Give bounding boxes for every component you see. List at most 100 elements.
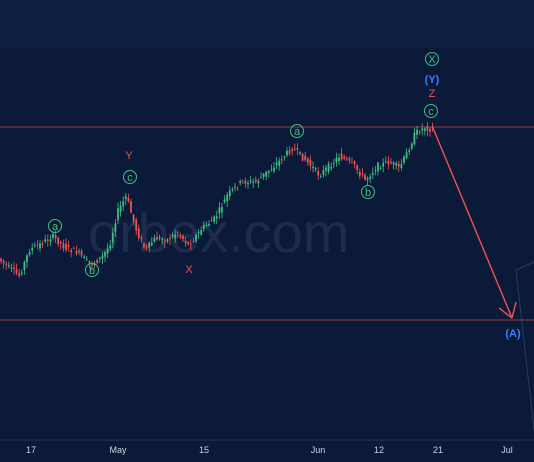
candle [200,226,203,236]
candle [114,219,117,237]
candle [0,257,2,264]
candle [299,150,301,156]
candle [101,252,104,265]
candle [184,236,187,247]
candle [169,233,171,246]
candle [257,178,260,188]
candle [221,203,223,218]
candle [413,127,416,146]
candle [137,224,140,241]
candle [379,165,382,170]
candle [223,195,226,204]
candle [403,154,405,165]
candle [31,243,34,255]
candle [67,240,70,252]
candle [96,258,99,265]
candle [288,146,291,156]
candle [179,232,182,239]
candle [145,243,148,251]
candle [5,261,8,270]
candle [91,261,93,272]
candle [306,156,309,166]
candle [13,261,15,275]
candle [41,240,44,249]
candle [148,241,151,253]
candle [10,263,13,272]
candle [312,161,314,173]
candle [317,167,320,181]
candle [335,152,338,167]
candle [332,159,335,169]
candle [325,165,327,177]
candle [260,172,262,179]
candle [314,166,317,172]
candle [213,215,216,225]
candle [161,236,164,245]
candle [353,160,356,169]
candle [106,243,109,258]
wave-label: X [425,52,439,66]
candle [319,173,322,179]
candle [75,245,78,256]
candle [20,269,23,277]
candle [254,176,257,184]
candle [130,198,132,214]
candle [397,160,400,173]
candle [291,147,294,156]
candle [236,186,239,191]
candle [132,213,135,225]
candle [234,183,236,192]
candle [348,156,351,164]
candle [278,157,281,171]
edge-trendline-2 [515,261,534,271]
candle [171,232,174,239]
wave-label-text: (A) [505,328,521,340]
candle [270,164,273,172]
candle [247,180,249,190]
candle [392,160,395,170]
candle [111,227,114,249]
candle [382,158,385,173]
wave-label-text: a [52,221,59,233]
candle [244,177,247,188]
candle [192,237,195,244]
candle [85,255,88,262]
candle [140,234,143,243]
candle [384,156,387,164]
candle [228,186,231,201]
candle [7,261,10,269]
candle [80,248,83,258]
candle [304,151,307,162]
x-tick-label: 12 [374,445,384,455]
x-tick-label: 17 [26,445,36,455]
candle [327,161,330,175]
wave-label-text: c [127,172,133,184]
candle [156,231,158,241]
candle [249,175,252,185]
candle [18,268,21,279]
candle [231,187,234,193]
candle [46,234,49,247]
candle [387,155,390,170]
candle [122,195,125,211]
candle [421,123,424,136]
candle [176,230,179,238]
candle [197,228,200,239]
candle [361,168,364,178]
candle [340,147,343,161]
candle [418,129,421,135]
wave-label: X [185,264,193,276]
candle [70,247,73,258]
candle [410,141,413,151]
candle [390,157,392,165]
wave-label-text: Z [429,88,436,100]
wave-label: c [424,104,438,118]
candle [202,221,205,232]
candle [358,168,361,180]
wave-label-text: a [294,126,301,138]
candle [208,220,210,227]
candle [309,155,312,171]
candle [44,234,47,244]
x-tick-label: Jul [501,445,513,455]
candle [33,242,36,248]
